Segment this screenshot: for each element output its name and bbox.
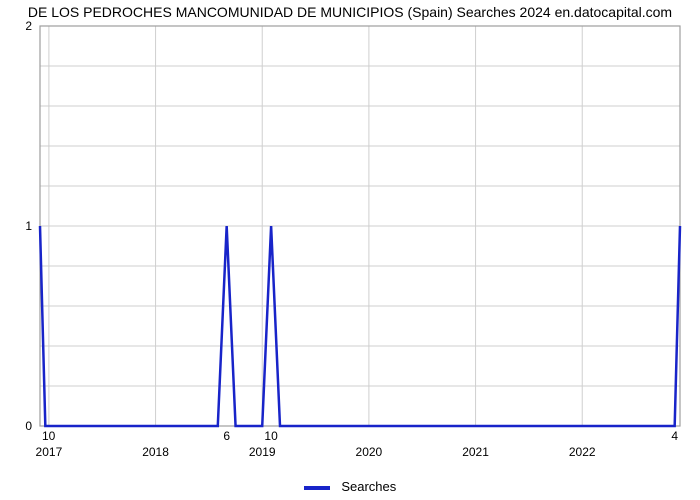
legend-swatch <box>304 486 330 490</box>
chart-title: DE LOS PEDROCHES MANCOMUNIDAD DE MUNICIP… <box>0 4 700 20</box>
x-tick-label: 2018 <box>142 445 169 459</box>
chart-svg: 012201720182019202020212022106104 <box>40 26 680 426</box>
y-tick-label: 1 <box>25 219 32 233</box>
data-point-label: 4 <box>671 429 678 443</box>
y-tick-label: 0 <box>25 419 32 433</box>
x-tick-label: 2022 <box>569 445 596 459</box>
y-tick-label: 2 <box>25 19 32 33</box>
series-line <box>40 226 680 426</box>
x-tick-label: 2020 <box>356 445 383 459</box>
x-tick-label: 2017 <box>36 445 63 459</box>
plot-area: 012201720182019202020212022106104 <box>40 26 680 426</box>
x-tick-label: 2021 <box>462 445 489 459</box>
legend: Searches <box>0 479 700 494</box>
data-point-label: 6 <box>223 429 230 443</box>
x-tick-label: 2019 <box>249 445 276 459</box>
data-point-label: 10 <box>264 429 278 443</box>
data-point-label: 10 <box>42 429 56 443</box>
legend-label: Searches <box>341 479 396 494</box>
chart-container: DE LOS PEDROCHES MANCOMUNIDAD DE MUNICIP… <box>0 0 700 500</box>
